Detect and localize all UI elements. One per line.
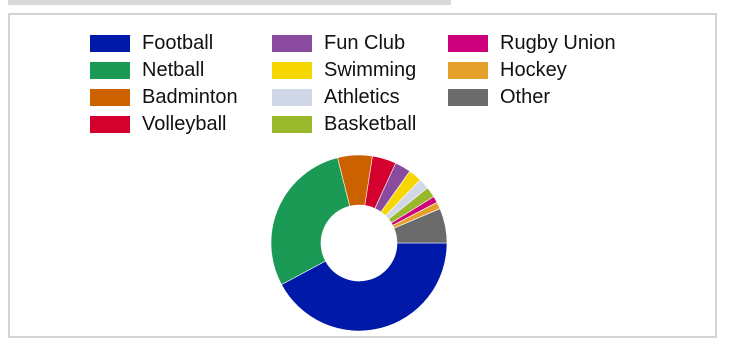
legend-swatch [448,88,488,106]
legend-item-netball: Netball [90,59,204,81]
chart-panel: Football Netball Badminton Volleyball Fu… [8,13,717,338]
legend-item-volleyball: Volleyball [90,113,227,135]
legend-label: Athletics [324,86,400,108]
legend-swatch [90,61,130,79]
legend-item-rugby-union: Rugby Union [448,32,616,54]
legend-label: Volleyball [142,113,227,135]
legend-label: Football [142,32,214,54]
legend-label: Swimming [324,59,417,81]
legend-item-basketball: Basketball [272,113,416,135]
donut-slice-football [281,242,448,332]
legend-swatch [272,61,312,79]
legend-swatch [272,34,312,52]
legend-item-other: Other [448,86,550,108]
legend-item-badminton: Badminton [90,86,238,108]
legend-label: Netball [142,59,205,81]
legend-item-fun-club: Fun Club [272,32,405,54]
legend-swatch [90,88,130,106]
legend-swatch [272,115,312,133]
legend-swatch [90,34,130,52]
legend-item-hockey: Hockey [448,59,567,81]
legend-swatch [448,61,488,79]
legend-swatch [448,34,488,52]
legend-label: Rugby Union [500,32,616,54]
legend-label: Other [500,86,551,108]
legend-swatch [272,88,312,106]
top-strip [8,0,451,5]
donut-slice-netball [270,157,351,286]
legend-item-football: Football [90,32,213,54]
donut-slice-other [393,208,448,244]
legend-label: Badminton [142,86,238,108]
legend-label: Fun Club [324,32,406,54]
legend-swatch [90,115,130,133]
legend-item-athletics: Athletics [272,86,400,108]
legend-label: Hockey [500,59,567,81]
legend-label: Basketball [324,113,417,135]
donut-chart [270,154,448,332]
legend-item-swimming: Swimming [272,59,416,81]
